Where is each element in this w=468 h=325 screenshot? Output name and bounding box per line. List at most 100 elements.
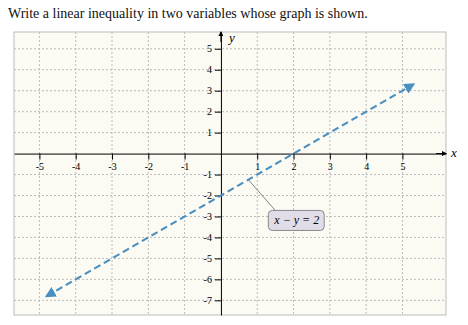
y-tick-mark: [215, 216, 221, 217]
y-tick-mark: [215, 175, 221, 176]
x-tick-mark: [112, 154, 113, 160]
line: [47, 84, 414, 296]
y-axis-arrow: [220, 32, 221, 42]
y-tick: 5: [207, 43, 221, 54]
y-tick-label: 4: [207, 64, 212, 75]
x-tick: -4: [72, 154, 80, 172]
y-tick-mark: [215, 91, 221, 92]
y-tick: -1: [204, 169, 221, 180]
y-label: y: [227, 30, 235, 45]
y-tick-label: -4: [204, 232, 212, 243]
x-tick-mark: [76, 154, 77, 160]
y-tick-label: 2: [207, 106, 212, 117]
grid-line: [14, 48, 446, 49]
y-tick-label: -6: [204, 274, 212, 285]
grid-line: [39, 32, 40, 315]
x-tick: -5: [36, 154, 44, 172]
grid-line: [75, 32, 76, 315]
x-tick: 1: [255, 154, 260, 172]
texts: x − y = 2 x y: [227, 30, 457, 230]
x-tick-mark: [330, 154, 331, 160]
y-tick-mark: [215, 300, 221, 301]
y-tick-label: -7: [204, 295, 212, 306]
x-tick-mark: [257, 154, 258, 160]
annotation: x − y = 2: [248, 180, 324, 231]
x-tick-label: -1: [181, 161, 189, 172]
x-axis-arrow: [436, 153, 446, 154]
x-tick: 3: [328, 154, 333, 172]
y-tick: -4: [204, 232, 221, 243]
y-tick: -6: [204, 274, 221, 285]
x-label: x: [450, 145, 457, 160]
y-tick-mark: [215, 237, 221, 238]
grid-line: [14, 279, 446, 280]
grid-line: [402, 32, 403, 315]
x-tick-label: -2: [145, 161, 153, 172]
y-tick-label: 1: [207, 127, 212, 138]
x-tick-mark: [148, 154, 149, 160]
grid-line: [14, 174, 446, 175]
annotation-text: x − y = 2: [273, 213, 319, 227]
x-tick-label: 1: [255, 161, 260, 172]
x-tick: 2: [292, 154, 297, 172]
callout-line: [248, 180, 276, 212]
grid-line: [148, 32, 149, 315]
x-tick-label: -3: [108, 161, 116, 172]
x-tick-label: -5: [36, 161, 44, 172]
x-tick: 4: [364, 154, 369, 172]
grid-line: [329, 32, 330, 315]
x-tick-mark: [366, 154, 367, 160]
x-tick-label: 4: [364, 161, 369, 172]
y-tick-mark: [215, 133, 221, 134]
y-tick-label: -3: [204, 211, 212, 222]
x-tick: -2: [145, 154, 153, 172]
grid-line: [14, 195, 446, 196]
grid-line: [14, 132, 446, 133]
plot-frame: [14, 32, 446, 315]
grid-line: [112, 32, 113, 315]
y-tick: 2: [207, 106, 221, 117]
grid-line: [366, 32, 367, 315]
y-tick: 1: [207, 127, 221, 138]
plot: -5-4-3-2-112345-7-6-5-4-3-2-112345x − y …: [14, 30, 457, 316]
title: Write a linear inequality in two variabl…: [8, 6, 368, 21]
y-tick-mark: [215, 258, 221, 259]
x-axis-line: [15, 154, 447, 155]
y-axis-line: [221, 33, 222, 316]
grid-line: [14, 258, 446, 259]
chart: Write a linear inequality in two variabl…: [0, 0, 468, 325]
x-tick: -1: [181, 154, 189, 172]
grid-line: [14, 69, 446, 70]
x-tick-mark: [39, 154, 40, 160]
y-tick-mark: [215, 49, 221, 50]
x-tick-mark: [294, 154, 295, 160]
x-tick-label: -4: [72, 161, 80, 172]
x-tick-label: 5: [400, 161, 405, 172]
grid-line: [14, 237, 446, 238]
y-tick-mark: [215, 112, 221, 113]
x-tick-mark: [402, 154, 403, 160]
grid-line: [184, 32, 185, 315]
x-tick-label: 3: [328, 161, 333, 172]
y-tick-label: -1: [204, 169, 212, 180]
y-axis: -7-6-5-4-3-2-112345: [204, 33, 222, 316]
y-tick-mark: [215, 279, 221, 280]
y-tick: 4: [207, 64, 221, 75]
y-tick-label: -5: [204, 253, 212, 264]
x-tick: -3: [108, 154, 116, 172]
x-tick-mark: [185, 154, 186, 160]
y-tick: 3: [207, 85, 221, 96]
grid-line: [14, 111, 446, 112]
y-tick-label: 5: [207, 43, 212, 54]
grid-line: [14, 216, 446, 217]
grid-line: [14, 90, 446, 91]
y-tick: -7: [204, 295, 221, 306]
x-tick: 5: [400, 154, 405, 172]
marks: [47, 84, 414, 296]
annotation-box: [268, 210, 324, 230]
grid-line: [293, 32, 294, 315]
grid: [14, 32, 446, 315]
x-axis: -5 -4 -3 -2 -1 1 2 3 4 5: [15, 154, 447, 172]
y-tick: -3: [204, 211, 221, 222]
grid-line: [14, 300, 446, 301]
